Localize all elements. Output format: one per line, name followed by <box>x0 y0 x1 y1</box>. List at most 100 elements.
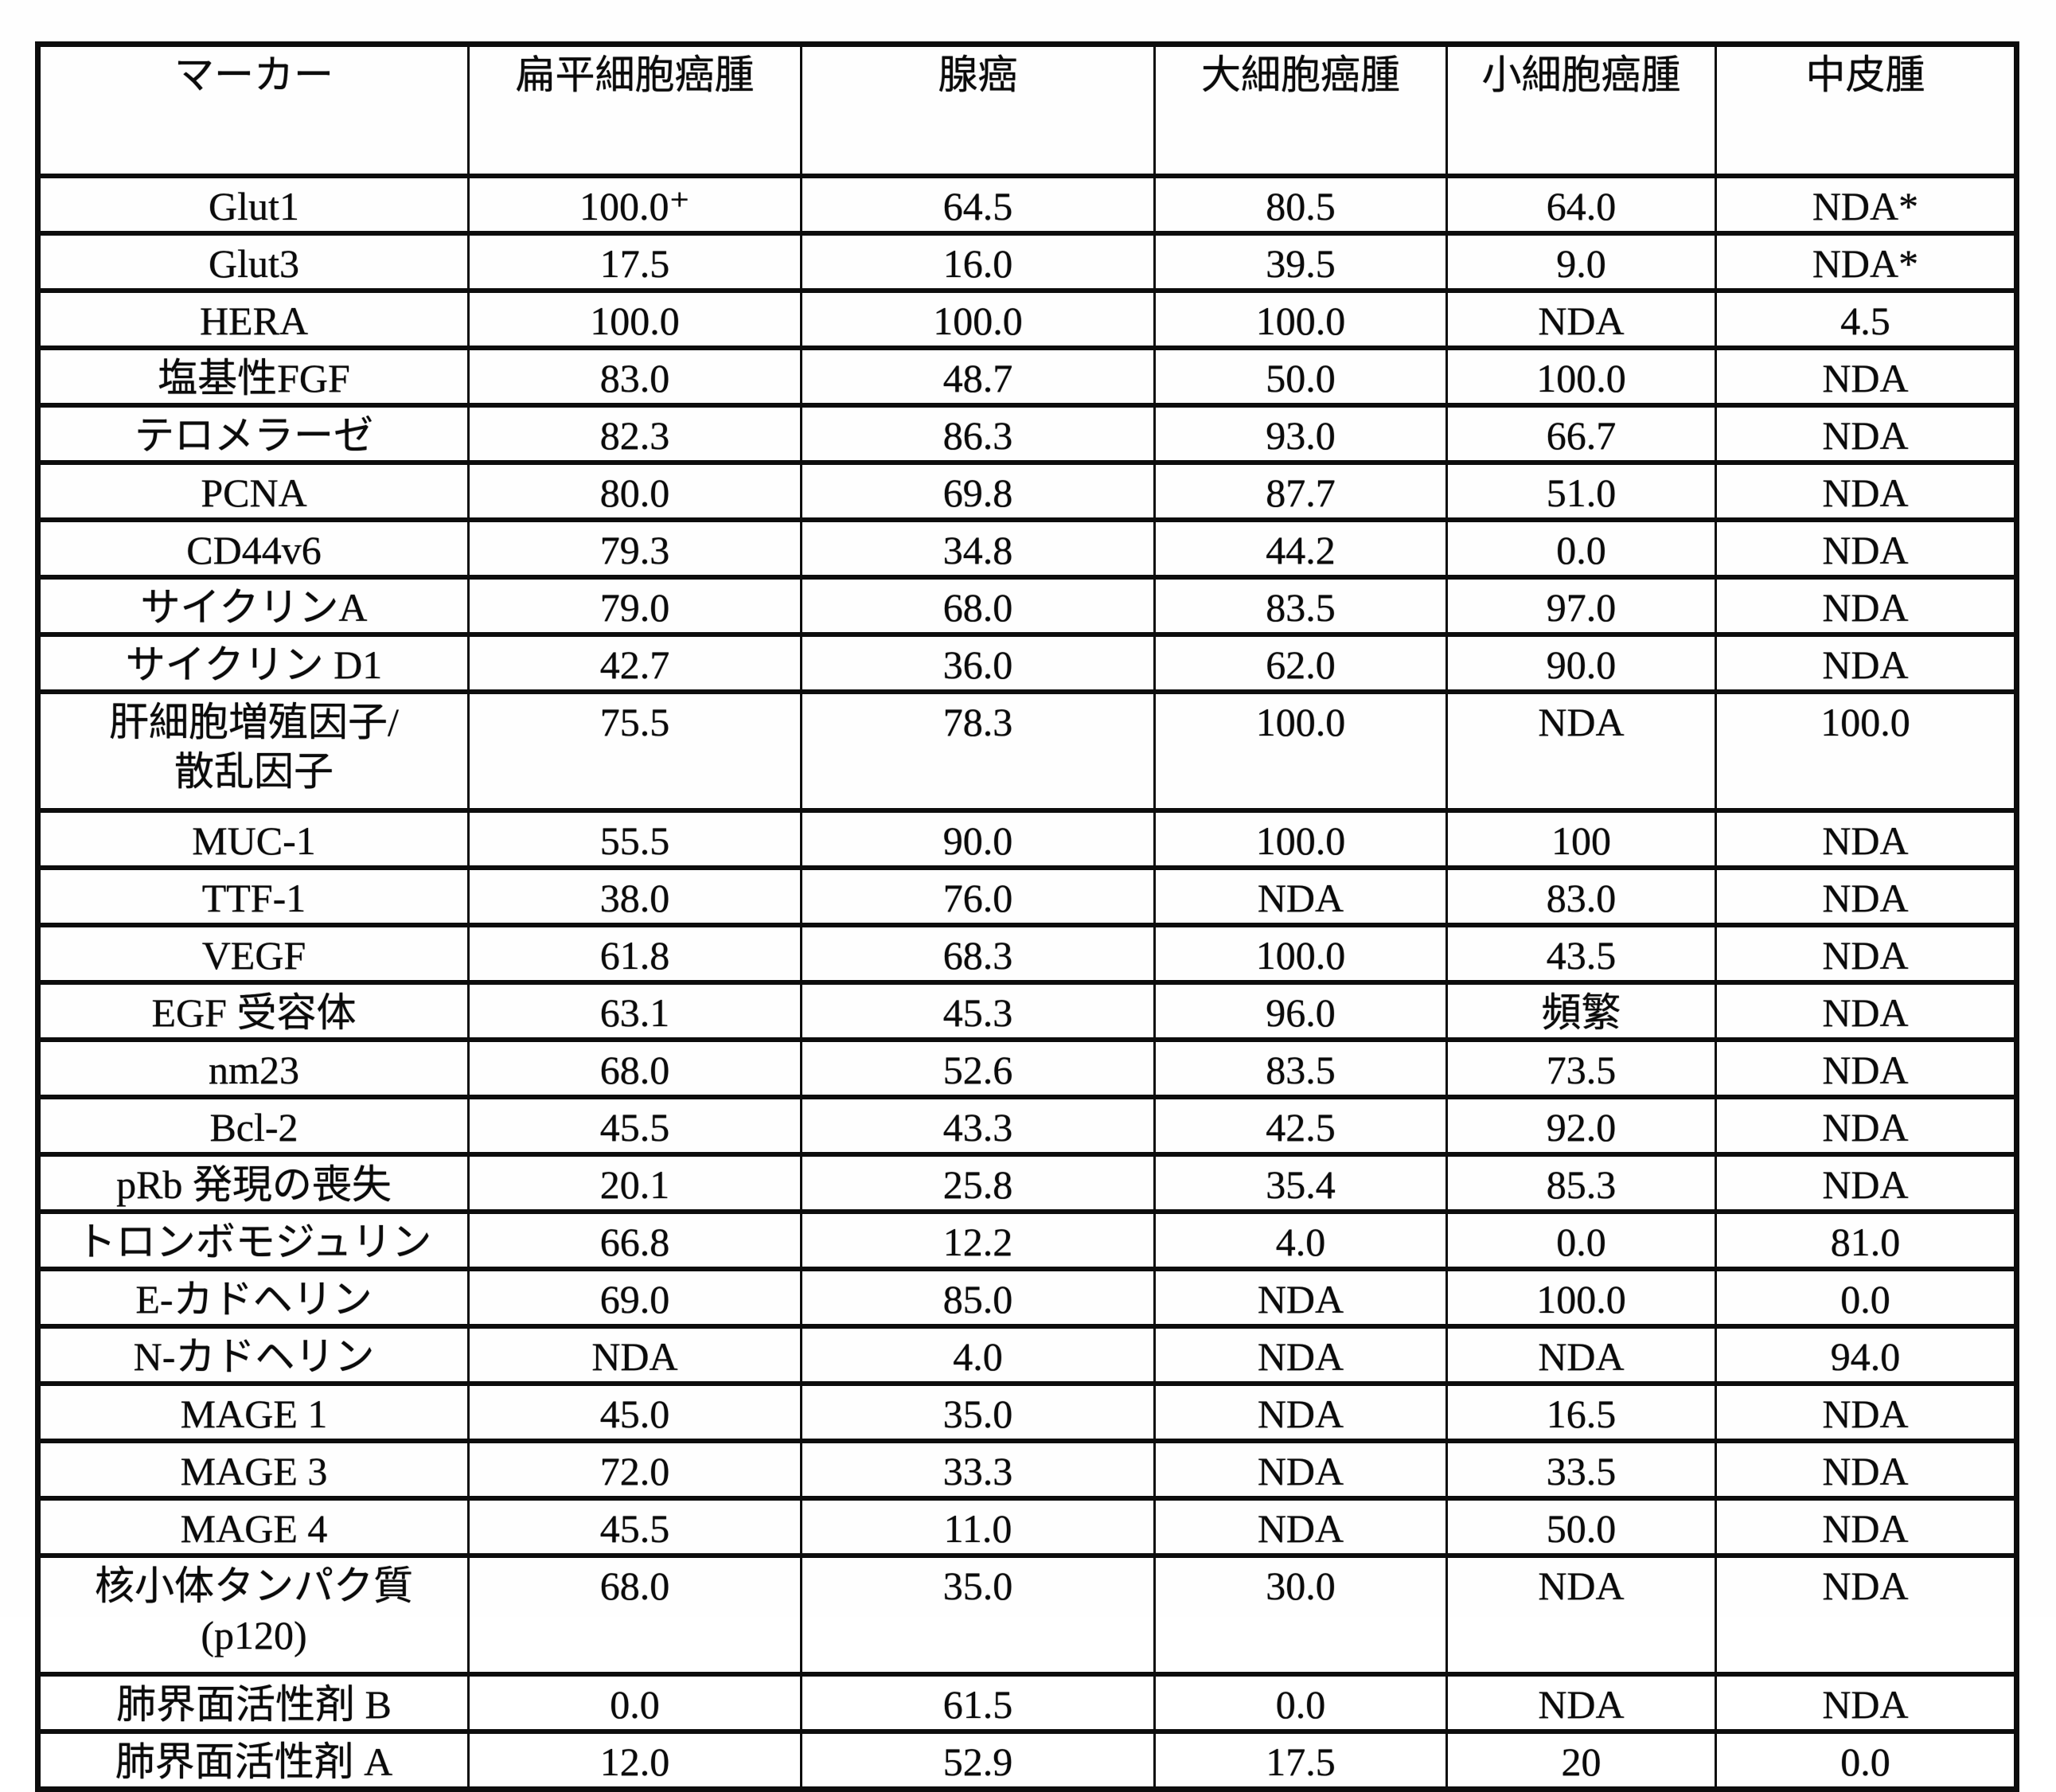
value-cell: 4.0 <box>1153 1209 1448 1271</box>
marker-label-cell: EGF 受容体 <box>37 980 470 1042</box>
table-row: Bcl-2 45.5 43.3 42.5 92.0 NDA <box>37 1095 2018 1157</box>
value-cell: 83.0 <box>467 346 802 408</box>
value-cell: 50.0 <box>1153 346 1448 408</box>
value-cell: NDA <box>1153 1267 1448 1329</box>
value-cell: 0.0 <box>1715 1729 2018 1792</box>
value-cell: 52.6 <box>800 1037 1156 1099</box>
value-cell: 90.0 <box>1445 632 1717 694</box>
table-row: 肺界面活性剤 B 0.0 61.5 0.0 NDA NDA <box>37 1672 2018 1734</box>
value-cell: 51.0 <box>1445 460 1717 522</box>
value-cell: 83.5 <box>1153 1037 1448 1099</box>
value-cell: NDA <box>1715 403 2018 465</box>
header-row: マーカー 扁平細胞癌腫 腺癌 大細胞癌腫 小細胞癌腫 中皮腫 <box>37 41 2018 178</box>
table-row: N-カドヘリン NDA 4.0 NDA NDA 94.0 <box>37 1324 2018 1386</box>
table-row: MAGE 1 45.0 35.0 NDA 16.5 NDA <box>37 1381 2018 1443</box>
value-cell: NDA <box>1715 1095 2018 1157</box>
value-cell: 90.0 <box>800 808 1156 870</box>
value-cell: 80.5 <box>1153 174 1448 236</box>
value-cell: 35.0 <box>800 1553 1156 1677</box>
value-cell: 79.0 <box>467 575 802 637</box>
marker-label-cell: サイクリン D1 <box>37 632 470 694</box>
value-cell: NDA <box>1445 1553 1717 1677</box>
value-cell: 100.0 <box>1715 689 2018 813</box>
value-cell: 68.0 <box>467 1037 802 1099</box>
value-cell: NDA <box>1715 1439 2018 1501</box>
value-cell: NDA <box>1715 460 2018 522</box>
value-cell: 85.3 <box>1445 1152 1717 1214</box>
value-cell: 頻繁 <box>1445 980 1717 1042</box>
table-row: E-カドヘリン 69.0 85.0 NDA 100.0 0.0 <box>37 1267 2018 1329</box>
table-row: 肝細胞増殖因子/ 散乱因子 75.5 78.3 100.0 NDA 100.0 <box>37 689 2018 813</box>
value-cell: NDA <box>1715 923 2018 985</box>
value-cell: NDA <box>1153 865 1448 927</box>
value-cell: 45.5 <box>467 1095 802 1157</box>
marker-label-cell: CD44v6 <box>37 517 470 580</box>
table-row: 肺界面活性剤 A 12.0 52.9 17.5 20 0.0 <box>37 1729 2018 1792</box>
marker-label-cell: Glut3 <box>37 231 470 293</box>
table-row: トロンボモジュリン 66.8 12.2 4.0 0.0 81.0 <box>37 1209 2018 1271</box>
value-cell: 80.0 <box>467 460 802 522</box>
column-header-adenocarcinoma: 腺癌 <box>800 41 1156 178</box>
marker-label-cell: MAGE 4 <box>37 1496 470 1558</box>
marker-label-cell: nm23 <box>37 1037 470 1099</box>
table-row: 核小体タンパク質 (p120) 68.0 35.0 30.0 NDA NDA <box>37 1553 2018 1677</box>
table-row: HERA 100.0 100.0 100.0 NDA 4.5 <box>37 288 2018 350</box>
marker-label-cell: 核小体タンパク質 (p120) <box>37 1553 470 1677</box>
table-row: MUC-1 55.5 90.0 100.0 100 NDA <box>37 808 2018 870</box>
marker-label-cell: 肺界面活性剤 A <box>37 1729 470 1792</box>
value-cell: 4.0 <box>800 1324 1156 1386</box>
value-cell: 100.0⁺ <box>467 174 802 236</box>
value-cell: 79.3 <box>467 517 802 580</box>
value-cell: 0.0 <box>1445 1209 1717 1271</box>
value-cell: NDA <box>1715 517 2018 580</box>
table-row: MAGE 3 72.0 33.3 NDA 33.5 NDA <box>37 1439 2018 1501</box>
value-cell: NDA <box>1153 1381 1448 1443</box>
value-cell: 9.0 <box>1445 231 1717 293</box>
table-row: TTF-1 38.0 76.0 NDA 83.0 NDA <box>37 865 2018 927</box>
marker-label-cell: VEGF <box>37 923 470 985</box>
value-cell: 76.0 <box>800 865 1156 927</box>
value-cell: 33.5 <box>1445 1439 1717 1501</box>
value-cell: 35.4 <box>1153 1152 1448 1214</box>
value-cell: 68.0 <box>800 575 1156 637</box>
value-cell: 100 <box>1445 808 1717 870</box>
value-cell: 39.5 <box>1153 231 1448 293</box>
marker-label-cell: トロンボモジュリン <box>37 1209 470 1271</box>
value-cell: 44.2 <box>1153 517 1448 580</box>
value-cell: 61.5 <box>800 1672 1156 1734</box>
value-cell: 33.3 <box>800 1439 1156 1501</box>
value-cell: 87.7 <box>1153 460 1448 522</box>
value-cell: NDA <box>1715 808 2018 870</box>
value-cell: 92.0 <box>1445 1095 1717 1157</box>
value-cell: 83.5 <box>1153 575 1448 637</box>
value-cell: 0.0 <box>1153 1672 1448 1734</box>
table-row: pRb 発現の喪失 20.1 25.8 35.4 85.3 NDA <box>37 1152 2018 1214</box>
value-cell: 94.0 <box>1715 1324 2018 1386</box>
scanned-document-page: マーカー 扁平細胞癌腫 腺癌 大細胞癌腫 小細胞癌腫 中皮腫 Glut1 100.… <box>35 41 2019 1792</box>
marker-label-cell: N-カドヘリン <box>37 1324 470 1386</box>
value-cell: 38.0 <box>467 865 802 927</box>
marker-label-cell: HERA <box>37 288 470 350</box>
value-cell: NDA <box>467 1324 802 1386</box>
value-cell: 100.0 <box>1153 808 1448 870</box>
value-cell: 72.0 <box>467 1439 802 1501</box>
value-cell: NDA <box>1715 1672 2018 1734</box>
value-cell: 20.1 <box>467 1152 802 1214</box>
value-cell: 81.0 <box>1715 1209 2018 1271</box>
value-cell: NDA <box>1715 632 2018 694</box>
value-cell: 55.5 <box>467 808 802 870</box>
value-cell: 64.0 <box>1445 174 1717 236</box>
value-cell: NDA <box>1153 1496 1448 1558</box>
value-cell: 48.7 <box>800 346 1156 408</box>
value-cell: 34.8 <box>800 517 1156 580</box>
table-row: VEGF 61.8 68.3 100.0 43.5 NDA <box>37 923 2018 985</box>
marker-label-cell: 塩基性FGF <box>37 346 470 408</box>
value-cell: 82.3 <box>467 403 802 465</box>
marker-label-cell: Glut1 <box>37 174 470 236</box>
table-row: EGF 受容体 63.1 45.3 96.0 頻繁 NDA <box>37 980 2018 1042</box>
value-cell: 16.0 <box>800 231 1156 293</box>
column-header-large-cell-carcinoma: 大細胞癌腫 <box>1153 41 1448 178</box>
value-cell: 36.0 <box>800 632 1156 694</box>
table-row: テロメラーゼ 82.3 86.3 93.0 66.7 NDA <box>37 403 2018 465</box>
table-row: サイクリンA 79.0 68.0 83.5 97.0 NDA <box>37 575 2018 637</box>
